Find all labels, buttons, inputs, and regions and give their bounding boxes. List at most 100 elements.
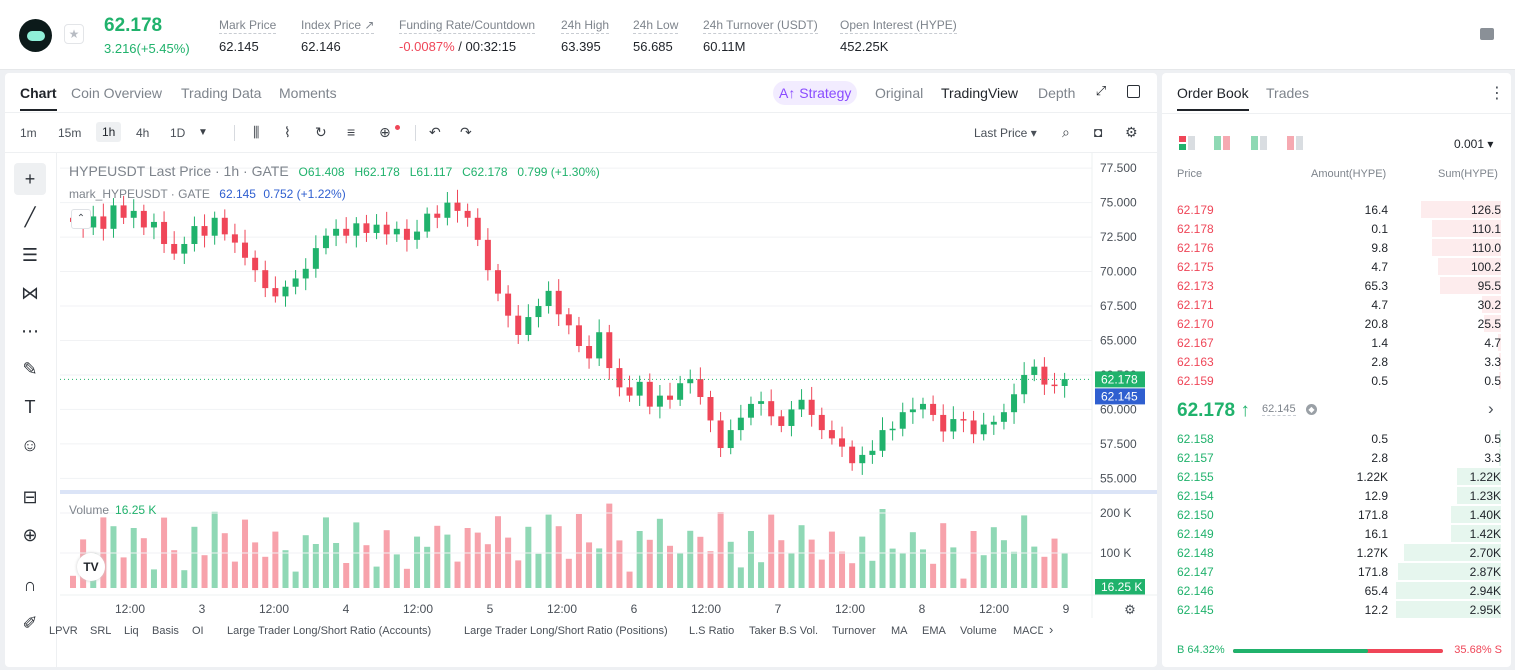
bid-row[interactable]: 62.158 0.5 0.5 — [1162, 429, 1511, 448]
tab-order-book[interactable]: Order Book — [1177, 85, 1249, 111]
replay-icon[interactable]: ↻ — [315, 124, 327, 140]
ask-row[interactable]: 62.175 4.7 100.2 — [1162, 257, 1511, 276]
price-type-select[interactable]: Last Price ▾ — [974, 126, 1037, 140]
volume-bar — [586, 542, 593, 588]
ask-row[interactable]: 62.173 65.3 95.5 — [1162, 276, 1511, 295]
ask-row[interactable]: 62.163 2.8 3.3 — [1162, 352, 1511, 371]
view-asks-icon[interactable] — [1287, 136, 1303, 150]
tradingview-logo-icon[interactable]: TV — [77, 553, 105, 581]
indicator-basis[interactable]: Basis — [152, 625, 179, 637]
indicator-ls-positions[interactable]: Large Trader Long/Short Ratio (Positions… — [464, 625, 668, 637]
add-indicator-icon[interactable]: ⊕ — [379, 124, 391, 140]
text-tool-icon[interactable]: T — [24, 397, 36, 417]
ask-row[interactable]: 62.170 20.8 25.5 — [1162, 314, 1511, 333]
legend-high: H62.178 — [354, 165, 400, 179]
brush-icon[interactable]: ✎ — [22, 359, 38, 379]
time-axis-label: 12:00 — [979, 602, 1009, 616]
ask-row[interactable]: 62.176 9.8 110.0 — [1162, 238, 1511, 257]
strategy-button[interactable]: A↑ Strategy — [773, 81, 858, 105]
horizontal-lines-icon[interactable]: ☰ — [21, 245, 39, 265]
bid-row[interactable]: 62.145 12.2 2.95K — [1162, 600, 1511, 619]
pencil-lock-icon[interactable]: ✐ — [22, 613, 38, 633]
pattern-icon[interactable]: ⋈ — [21, 283, 39, 303]
indicator-ls-ratio[interactable]: L.S Ratio — [689, 625, 735, 637]
indicator-ma[interactable]: MA — [891, 625, 908, 637]
volume-bar — [707, 551, 714, 588]
ask-row[interactable]: 62.178 0.1 110.1 — [1162, 219, 1511, 238]
timeframe-dropdown-icon[interactable]: ▼ — [198, 127, 208, 138]
zoom-in-icon[interactable]: ⊕ — [22, 525, 38, 545]
indicator-ls-accounts[interactable]: Large Trader Long/Short Ratio (Accounts) — [227, 625, 432, 637]
view-depth[interactable]: Depth — [1038, 85, 1076, 101]
book-icon[interactable] — [1480, 28, 1494, 40]
bid-row[interactable]: 62.155 1.22K 1.22K — [1162, 467, 1511, 486]
ask-row[interactable]: 62.179 16.4 126.5 — [1162, 200, 1511, 219]
window-icon[interactable] — [1127, 85, 1140, 98]
templates-icon[interactable]: ≡ — [347, 124, 356, 140]
indicator-scroll-right-icon[interactable]: › — [1049, 622, 1054, 637]
ruler-icon[interactable]: ⊟ — [22, 487, 38, 507]
collapse-legend-icon[interactable]: ⌃ — [71, 209, 91, 229]
indicators-icon[interactable]: ⌇ — [284, 124, 291, 140]
search-icon[interactable]: ⌕ — [1062, 124, 1070, 140]
timeframe-4h[interactable]: 4h — [136, 126, 150, 140]
trendline-icon[interactable]: ╱ — [24, 207, 36, 227]
more-options-icon[interactable]: ⋮ — [1489, 85, 1505, 102]
bid-row[interactable]: 62.157 2.8 3.3 — [1162, 448, 1511, 467]
candle-body — [302, 268, 309, 279]
tab-chart[interactable]: Chart — [20, 85, 57, 111]
bid-row[interactable]: 62.154 12.9 1.23K — [1162, 486, 1511, 505]
tab-trading-data[interactable]: Trading Data — [181, 85, 262, 101]
timeframe-1m[interactable]: 1m — [20, 126, 37, 140]
undo-icon[interactable]: ↶ — [429, 124, 441, 140]
volume-bar — [1061, 553, 1068, 588]
favorite-star-icon[interactable]: ★ — [64, 24, 84, 44]
indicator-volume[interactable]: Volume — [960, 625, 997, 637]
candle-body — [484, 239, 491, 271]
view-both-icon[interactable] — [1179, 136, 1195, 150]
candle-type-icon[interactable]: ⫼ — [253, 124, 260, 140]
crosshair-icon[interactable]: + — [14, 163, 46, 195]
tab-moments[interactable]: Moments — [279, 85, 337, 101]
view-bids-icon[interactable] — [1251, 136, 1267, 150]
indicator-taker-vol[interactable]: Taker B.S Vol. — [749, 625, 819, 637]
view-tradingview[interactable]: TradingView — [941, 85, 1019, 101]
indicator-oi[interactable]: OI — [192, 625, 204, 637]
redo-icon[interactable]: ↷ — [460, 124, 472, 140]
emoji-icon[interactable]: ☺ — [20, 435, 40, 455]
timeframe-15m[interactable]: 15m — [58, 126, 82, 140]
candle-body — [1031, 366, 1038, 375]
view-split-icon[interactable] — [1214, 136, 1230, 150]
expand-icon[interactable]: ⤢ — [1095, 83, 1107, 98]
indicator-liq[interactable]: Liq — [124, 625, 139, 637]
timeframe-1h[interactable]: 1h — [96, 122, 122, 142]
indicator-lpvr[interactable]: LPVR — [49, 625, 78, 637]
stat-index-price[interactable]: Index Price ↗ 62.146 — [301, 18, 375, 54]
indicator-ema[interactable]: EMA — [922, 625, 946, 637]
indicator-macd[interactable]: MACD — [1013, 625, 1043, 637]
bid-row[interactable]: 62.147 171.8 2.87K — [1162, 562, 1511, 581]
magnet-icon[interactable]: ∩ — [23, 575, 37, 595]
timeframe-1d[interactable]: 1D — [170, 126, 186, 140]
legend-close: C62.178 — [462, 165, 508, 179]
ask-row[interactable]: 62.159 0.5 0.5 — [1162, 371, 1511, 390]
tab-coin-overview[interactable]: Coin Overview — [71, 85, 163, 101]
precision-select[interactable]: 0.001 ▾ — [1454, 137, 1494, 151]
bid-row[interactable]: 62.146 65.4 2.94K — [1162, 581, 1511, 600]
settings-gear-icon[interactable]: ⚙ — [1125, 124, 1138, 140]
ask-row[interactable]: 62.167 1.4 4.7 — [1162, 333, 1511, 352]
indicator-srl[interactable]: SRL — [90, 625, 112, 637]
order-sum: 2.94K — [1469, 584, 1501, 598]
bid-row[interactable]: 62.148 1.27K 2.70K — [1162, 543, 1511, 562]
price-chart[interactable]: 77.50075.00072.50070.00067.50065.00062.5… — [60, 153, 1157, 618]
bid-row[interactable]: 62.150 171.8 1.40K — [1162, 505, 1511, 524]
fib-icon[interactable]: ⋯ — [21, 321, 39, 341]
bid-row[interactable]: 62.149 16.1 1.42K — [1162, 524, 1511, 543]
stat-24h-high: 24h High 63.395 — [561, 18, 610, 54]
ask-row[interactable]: 62.171 4.7 30.2 — [1162, 295, 1511, 314]
chevron-right-icon[interactable]: › — [1488, 399, 1494, 418]
view-original[interactable]: Original — [875, 85, 924, 101]
camera-icon[interactable]: ◘ — [1094, 124, 1103, 140]
tab-trades[interactable]: Trades — [1266, 85, 1310, 101]
indicator-turnover[interactable]: Turnover — [832, 625, 876, 637]
